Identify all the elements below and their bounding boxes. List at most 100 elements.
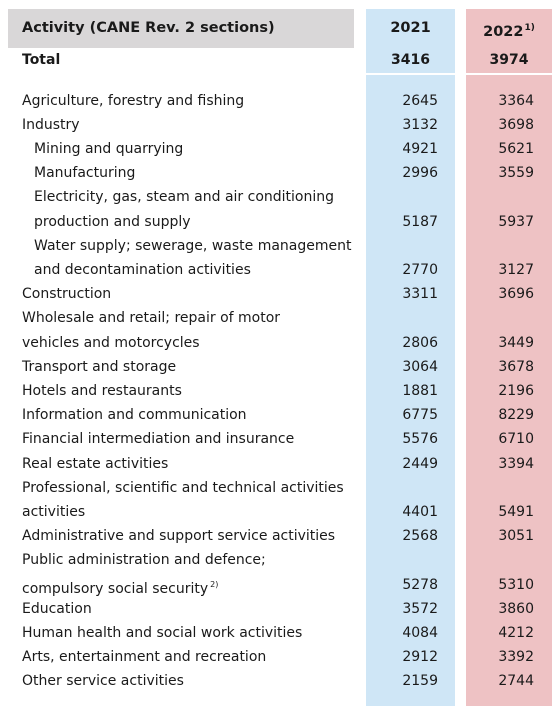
- column-header-activity: Activity (CANE Rev. 2 sections): [22, 20, 275, 36]
- activity-label: Hotels and restaurants: [22, 382, 182, 399]
- value-2022: 3392: [498, 649, 534, 666]
- value-2021: 2159: [402, 673, 438, 690]
- column-2022-background: [466, 9, 552, 706]
- activity-label: compulsory social security 2): [22, 579, 219, 597]
- value-2022: 2196: [498, 382, 534, 399]
- activity-label: Mining and quarrying: [34, 140, 184, 157]
- value-2022: 5621: [498, 140, 534, 157]
- value-2021: 5278: [402, 576, 438, 593]
- value-2022: 2744: [498, 673, 534, 690]
- table-row: Public administration and defence;: [0, 548, 558, 572]
- value-2021: 4084: [402, 624, 438, 641]
- value-2022: 3449: [498, 334, 534, 351]
- activity-label: Human health and social work activities: [22, 624, 303, 641]
- table-row: Construction 3311 3696: [0, 282, 558, 306]
- value-2021: 2912: [402, 649, 438, 666]
- table-row: Transport and storage 3064 3678: [0, 355, 558, 379]
- activity-label: Real estate activities: [22, 455, 169, 472]
- value-2022: 3364: [498, 92, 534, 109]
- column-header-2022-year: 2022: [483, 24, 524, 40]
- value-2022: 3698: [498, 116, 534, 133]
- value-2022: 3696: [498, 286, 534, 303]
- value-2022: 3860: [498, 600, 534, 617]
- footnote-marker: 1): [524, 23, 535, 33]
- value-2021: 3132: [402, 116, 438, 133]
- header-label-background: [8, 9, 354, 48]
- value-2021: 2449: [402, 455, 438, 472]
- table-row: Human health and social work activities 4…: [0, 621, 558, 645]
- header-separator: [8, 73, 552, 75]
- activity-label: Education: [22, 600, 92, 617]
- table-row: Education 3572 3860: [0, 597, 558, 621]
- activity-label: Arts, entertainment and recreation: [22, 649, 267, 666]
- table-row: Real estate activities 2449 3394: [0, 452, 558, 476]
- value-2021: 3572: [402, 600, 438, 617]
- activity-label: Other service activities: [22, 673, 184, 690]
- value-2021: 4401: [402, 503, 438, 520]
- value-2021: 4921: [402, 140, 438, 157]
- table-row: Manufacturing 2996 3559: [0, 161, 558, 185]
- value-2022: 5491: [498, 503, 534, 520]
- activity-label: Information and communication: [22, 407, 247, 424]
- activity-label: Wholesale and retail; repair of motor: [22, 310, 281, 327]
- table-row: Administrative and support service activ…: [0, 524, 558, 548]
- table-row: Hotels and restaurants 1881 2196: [0, 379, 558, 403]
- value-2021: 2996: [402, 165, 438, 182]
- value-2022: 3127: [498, 261, 534, 278]
- value-2022: 5310: [498, 576, 534, 593]
- activity-label: Agriculture, forestry and fishing: [22, 92, 245, 109]
- value-2021: 2770: [402, 261, 438, 278]
- table-row: Wholesale and retail; repair of motor: [0, 306, 558, 330]
- table-row: Professional, scientific and technical a…: [0, 476, 558, 500]
- value-2022: 4212: [498, 624, 534, 641]
- column-2021-background: [366, 9, 455, 706]
- value-2021: 5187: [402, 213, 438, 230]
- column-header-2022: 20221): [466, 9, 552, 48]
- table-row: production and supply 5187 5937: [0, 210, 558, 234]
- value-2021: 5576: [402, 431, 438, 448]
- value-2022: 3559: [498, 165, 534, 182]
- table-row: Arts, entertainment and recreation 2912 33…: [0, 645, 558, 669]
- activity-label: Water supply; sewerage, waste management: [34, 237, 352, 254]
- table-row: Water supply; sewerage, waste management: [0, 234, 558, 258]
- total-value-2021: 3416: [391, 52, 430, 68]
- value-2021: 3064: [402, 358, 438, 375]
- footnote-marker: 2): [210, 579, 219, 589]
- table-row: compulsory social security 2) 5278 5310: [0, 573, 558, 597]
- table-row: Other service activities 2159 2744: [0, 669, 558, 693]
- activity-label: and decontamination activities: [34, 261, 251, 278]
- table-row: Industry 3132 3698: [0, 113, 558, 137]
- activity-label: Transport and storage: [22, 358, 177, 375]
- column-header-2021: 2021: [390, 20, 431, 36]
- value-2022: 8229: [498, 407, 534, 424]
- activity-label: Manufacturing: [34, 165, 136, 182]
- table-row: activities 4401 5491: [0, 500, 558, 524]
- table-row: Mining and quarrying 4921 5621: [0, 137, 558, 161]
- activity-label: Public administration and defence;: [22, 552, 266, 569]
- activity-label: vehicles and motorcycles: [22, 334, 200, 351]
- activity-label: Administrative and support service activ…: [22, 528, 336, 545]
- value-2021: 3311: [402, 286, 438, 303]
- value-2022: 5937: [498, 213, 534, 230]
- value-2021: 2645: [402, 92, 438, 109]
- value-2021: 2806: [402, 334, 438, 351]
- activity-label: activities: [22, 503, 86, 520]
- table-row: vehicles and motorcycles 2806 3449: [0, 331, 558, 355]
- value-2022: 3678: [498, 358, 534, 375]
- value-2021: 1881: [402, 382, 438, 399]
- table-row: Agriculture, forestry and fishing 2645 336…: [0, 89, 558, 113]
- total-value-2022: 3974: [489, 52, 529, 68]
- value-2022: 3051: [498, 528, 534, 545]
- activity-label: Financial intermediation and insurance: [22, 431, 295, 448]
- activity-label: Industry: [22, 116, 80, 133]
- table-row: and decontamination activities 2770 3127: [0, 258, 558, 282]
- activity-label: production and supply: [34, 213, 191, 230]
- total-row: Total 3416 3974: [0, 48, 558, 72]
- activity-label: Professional, scientific and technical a…: [22, 479, 344, 496]
- activity-label: Construction: [22, 286, 112, 303]
- value-2021: 2568: [402, 528, 438, 545]
- table-row: Information and communication 6775 8229: [0, 403, 558, 427]
- value-2022: 3394: [498, 455, 534, 472]
- table-row: Financial intermediation and insurance 55…: [0, 427, 558, 451]
- value-2021: 6775: [402, 407, 438, 424]
